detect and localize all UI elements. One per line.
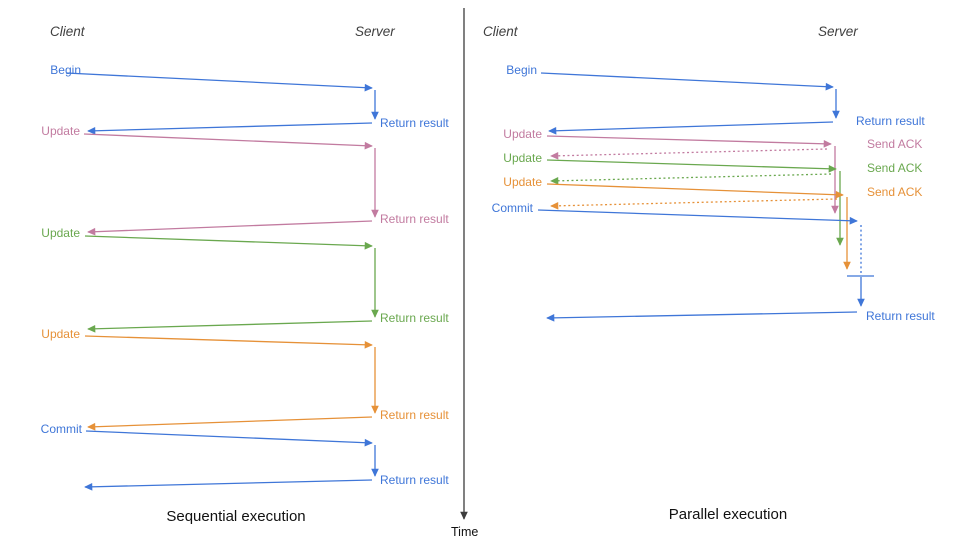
sequential-commit-return-label: Return result <box>380 473 449 487</box>
sequential-caption: Sequential execution <box>166 508 306 525</box>
sequential-client-header: Client <box>50 24 85 39</box>
sequential-server-header: Server <box>355 24 395 39</box>
sequential-update2-label: Update <box>41 226 80 240</box>
parallel-update3-request-arrow <box>546 183 844 199</box>
parallel-update1-ack-arrow <box>550 148 828 160</box>
sequential-begin-label: Begin <box>50 63 81 77</box>
sequential-begin-return-label: Return result <box>380 116 449 130</box>
sequential-commit-return-arrow <box>84 479 373 491</box>
time-axis-label: Time <box>451 525 479 539</box>
parallel-begin-return-label: Return result <box>856 114 925 128</box>
parallel-update1-request-arrow <box>546 135 832 148</box>
sequential-update3-return-arrow <box>87 416 373 431</box>
sequential-update3-request-arrow <box>84 335 373 349</box>
sequential-begin-return-arrow <box>87 122 373 135</box>
parallel-update3-ack-arrow <box>550 198 838 210</box>
parallel-begin-return-arrow <box>548 121 834 135</box>
parallel-update2-ack-label: Send ACK <box>867 161 923 175</box>
parallel-update2-label: Update <box>503 151 542 165</box>
parallel-commit-label: Commit <box>491 201 533 215</box>
parallel-update3-ack-label: Send ACK <box>867 185 923 199</box>
sequential-update1-return-label: Return result <box>380 212 449 226</box>
sequential-update1-label: Update <box>41 124 80 138</box>
sequential-begin-request-arrow <box>65 72 373 92</box>
parallel-commit-request-arrow <box>537 209 858 225</box>
sequential-commit-label: Commit <box>40 422 82 436</box>
parallel-server-header: Server <box>818 24 858 39</box>
sequential-update3-return-label: Return result <box>380 408 449 422</box>
sequential-update3-label: Update <box>41 327 80 341</box>
parallel-commit-return-arrow <box>546 311 858 322</box>
parallel-caption: Parallel execution <box>668 506 788 523</box>
parallel-begin-label: Begin <box>506 63 537 77</box>
sequential-update1-request-arrow <box>83 133 373 150</box>
sequential-update2-request-arrow <box>84 235 373 250</box>
parallel-update1-ack-label: Send ACK <box>867 137 923 151</box>
parallel-client-header: Client <box>483 24 518 39</box>
parallel-update2-request-arrow <box>546 159 837 173</box>
parallel-commit-return-label: Return result <box>866 309 935 323</box>
parallel-update1-label: Update <box>503 127 542 141</box>
parallel-begin-request-arrow <box>540 72 834 91</box>
parallel-update3-label: Update <box>503 175 542 189</box>
parallel-update2-ack-arrow <box>550 173 832 185</box>
sequential-update2-return-label: Return result <box>380 311 449 325</box>
sequential-update1-return-arrow <box>87 220 373 236</box>
sequential-commit-request-arrow <box>85 430 373 447</box>
sequential-update2-return-arrow <box>87 320 373 333</box>
